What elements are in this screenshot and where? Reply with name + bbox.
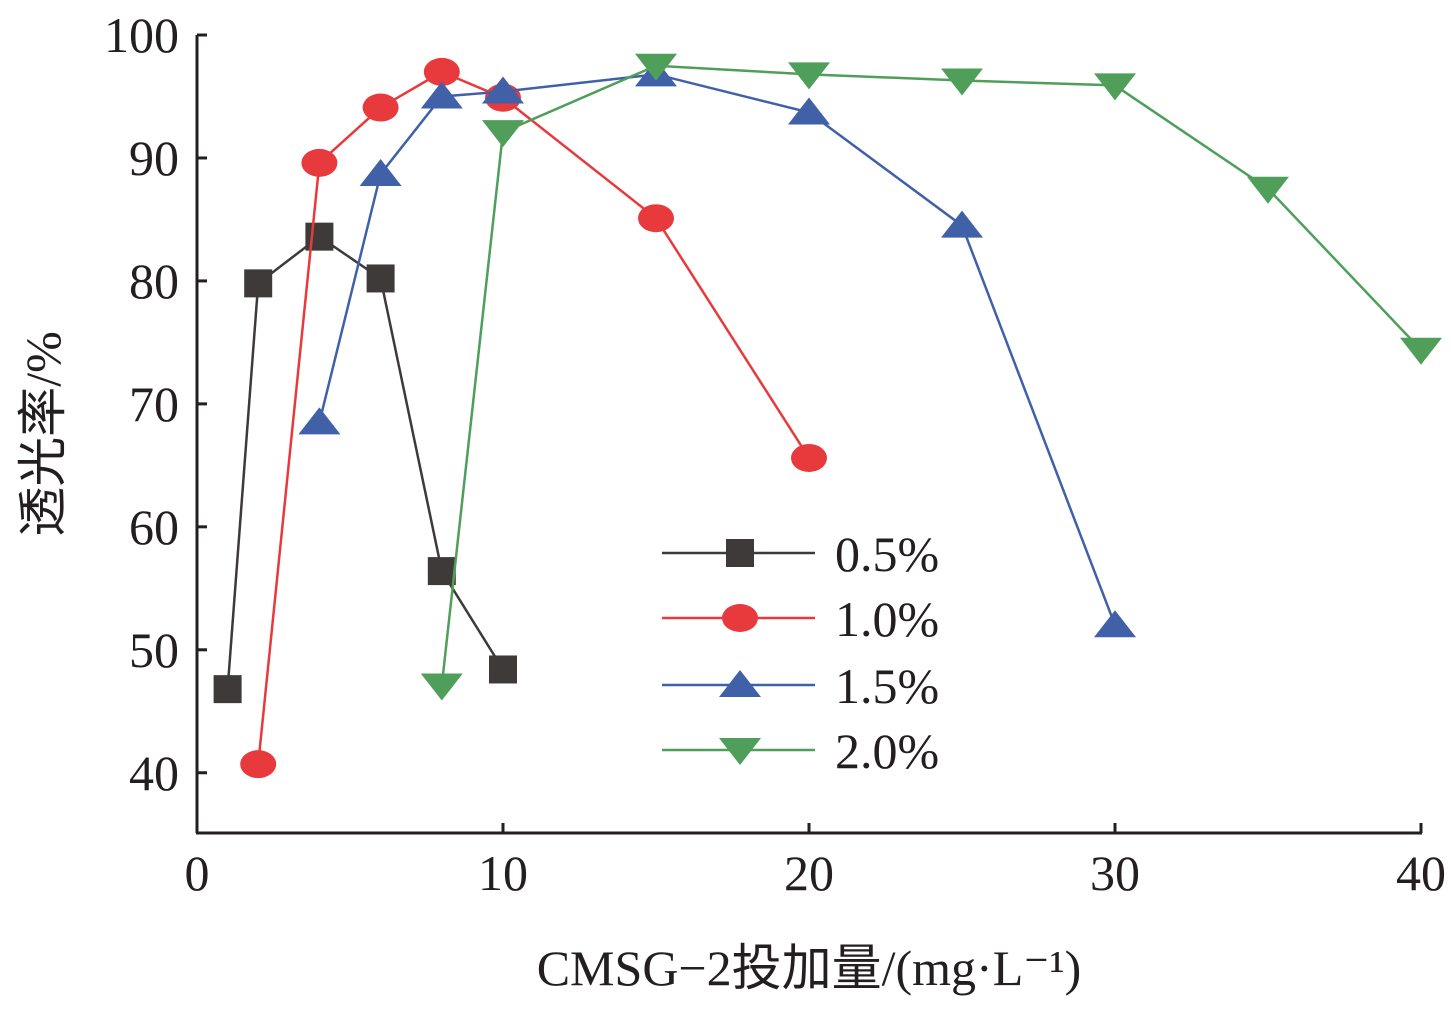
y-tick-label: 90 xyxy=(129,130,179,186)
data-point xyxy=(420,673,463,701)
legend-item: 2.0% xyxy=(662,723,939,779)
data-point xyxy=(1400,337,1442,365)
data-point xyxy=(788,97,830,125)
data-point xyxy=(788,62,830,90)
data-point xyxy=(244,269,273,298)
data-point xyxy=(301,148,338,177)
series-line xyxy=(440,64,1422,686)
data-point xyxy=(427,557,456,586)
data-point xyxy=(298,407,341,435)
data-point xyxy=(1094,610,1136,638)
series-1.0% xyxy=(240,57,827,779)
legend-marker xyxy=(719,738,761,765)
legend-label: 1.5% xyxy=(835,658,939,714)
data-point xyxy=(240,750,277,779)
data-point xyxy=(213,675,242,704)
legend-marker xyxy=(722,604,758,632)
series-2.0% xyxy=(420,53,1442,701)
data-point xyxy=(359,158,402,186)
x-tick-label: 0 xyxy=(185,845,210,901)
data-point xyxy=(305,222,334,251)
data-point xyxy=(362,93,399,122)
data-point xyxy=(482,120,524,148)
x-tick-label: 20 xyxy=(784,845,834,901)
series-1.5% xyxy=(298,59,1136,638)
x-axis-label: CMSG−2投加量/(mg·L⁻¹) xyxy=(537,940,1082,996)
y-tick-label: 80 xyxy=(129,253,179,309)
y-tick-label: 40 xyxy=(129,745,179,801)
data-point xyxy=(635,53,677,81)
legend-marker xyxy=(719,670,761,697)
data-point xyxy=(420,81,463,109)
data-point xyxy=(941,210,983,238)
legend-label: 2.0% xyxy=(835,723,939,779)
series-0.5% xyxy=(213,222,517,704)
axes xyxy=(195,35,1422,835)
data-point xyxy=(791,443,827,472)
data-point xyxy=(1094,73,1136,101)
data-point xyxy=(1247,176,1289,204)
x-tick-label: 40 xyxy=(1396,845,1446,901)
legend-marker xyxy=(726,539,754,567)
x-tick-label: 10 xyxy=(478,845,528,901)
legend-label: 1.0% xyxy=(835,591,939,647)
series-line xyxy=(256,70,811,765)
y-tick-label: 100 xyxy=(104,7,179,63)
y-tick-label: 70 xyxy=(129,376,179,432)
legend-label: 0.5% xyxy=(835,526,939,582)
y-tick-label: 60 xyxy=(129,499,179,555)
data-point xyxy=(366,264,395,293)
legend-item: 1.5% xyxy=(662,658,939,714)
data-point xyxy=(489,655,517,684)
data-point xyxy=(638,204,674,233)
legend-item: 1.0% xyxy=(662,591,939,647)
series-line xyxy=(226,235,505,690)
series-line xyxy=(318,73,1117,626)
y-axis-label: 透光率/% xyxy=(15,331,71,537)
data-point xyxy=(423,57,460,86)
y-tick-label: 50 xyxy=(129,622,179,678)
legend-item: 0.5% xyxy=(662,526,939,582)
data-point xyxy=(482,76,524,104)
legend: 0.5% 1.0% 1.5% 2.0% xyxy=(662,526,939,779)
x-tick-label: 30 xyxy=(1090,845,1140,901)
data-point xyxy=(941,68,983,96)
